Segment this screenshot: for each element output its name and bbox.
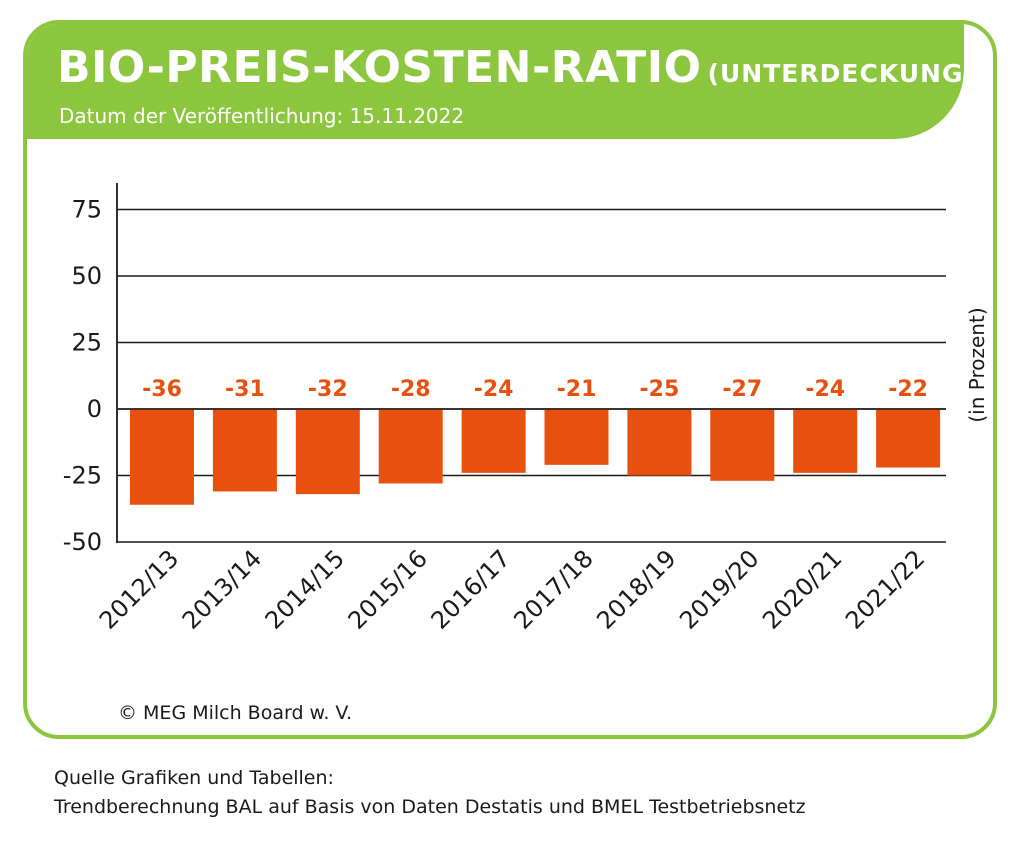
- data-label: -28: [391, 377, 431, 402]
- data-label: -24: [805, 377, 845, 402]
- publication-date: Datum der Veröffentlichung: 15.11.2022: [59, 104, 465, 128]
- x-tick-label: 2019/20: [674, 544, 764, 634]
- bar: [130, 409, 194, 505]
- title-suffix: (UNTERDECKUNG): [707, 59, 976, 88]
- title-main: BIO-PREIS-KOSTEN-RATIO: [57, 42, 702, 93]
- x-tick-label: 2012/13: [94, 544, 184, 634]
- data-label: -22: [888, 377, 928, 402]
- y-tick-label: -25: [63, 462, 102, 490]
- data-label: -25: [640, 377, 680, 402]
- header-banner: BIO-PREIS-KOSTEN-RATIO (UNTERDECKUNG) Dat…: [27, 24, 975, 139]
- bar: [212, 409, 277, 492]
- bar: [876, 409, 941, 468]
- x-tick-label: 2021/22: [840, 544, 930, 634]
- y-tick-label: 25: [71, 329, 102, 357]
- bar: [710, 409, 775, 481]
- bar: [793, 409, 858, 473]
- x-tick-label: 2014/15: [260, 544, 350, 634]
- copyright-text: © MEG Milch Board w. V.: [118, 702, 353, 724]
- x-tick-label: 2020/21: [757, 544, 847, 634]
- data-label: -31: [225, 377, 265, 402]
- bar: [378, 409, 443, 484]
- data-label: -24: [474, 377, 514, 402]
- x-tick-label: 2018/19: [591, 544, 681, 634]
- y-tick-label: 75: [71, 196, 102, 224]
- x-tick-label: 2016/17: [426, 544, 516, 634]
- bar: [627, 409, 692, 476]
- source-line-1: Quelle Grafiken und Tabellen:: [54, 767, 334, 789]
- data-label: -36: [142, 377, 182, 402]
- x-tick-label: 2013/14: [177, 544, 267, 634]
- bar: [295, 409, 360, 495]
- x-tick-label: 2015/16: [343, 544, 433, 634]
- data-label: -21: [557, 377, 597, 402]
- chart-title: BIO-PREIS-KOSTEN-RATIO (UNTERDECKUNG): [57, 42, 976, 100]
- y-tick-label: -50: [63, 528, 102, 556]
- source-note: Quelle Grafiken und Tabellen: Trendberec…: [54, 764, 806, 822]
- data-label: -27: [722, 377, 762, 402]
- data-label: -32: [308, 377, 348, 402]
- y-tick-label: 50: [71, 262, 102, 290]
- chart-card: BIO-PREIS-KOSTEN-RATIO (UNTERDECKUNG) Dat…: [23, 20, 997, 739]
- bar-chart: 75 50 25 0 -25 -50 -36 2012/13 -31 2013/14 -32 2014…: [63, 183, 989, 635]
- y-tick-label: 0: [87, 395, 102, 423]
- x-tick-label: 2017/18: [508, 544, 598, 634]
- y-axis-label: (in Prozent): [965, 307, 989, 422]
- bar: [544, 409, 609, 465]
- source-line-2: Trendberechnung BAL auf Basis von Daten …: [54, 796, 806, 818]
- bar: [461, 409, 526, 473]
